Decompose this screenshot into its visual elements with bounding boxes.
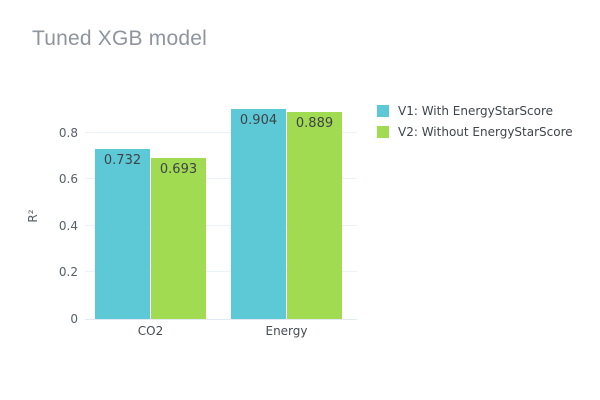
bar-value-label: 0.904 (239, 113, 278, 128)
plot-area: 0.732 0.904 0.693 0.889 (85, 98, 357, 320)
y-tick-0.2: 0.2 (58, 265, 78, 280)
bar-value-label: 0.693 (159, 162, 198, 177)
y-axis-title: R² (26, 209, 40, 223)
legend: V1: With EnergyStarScore V2: Without Ene… (377, 100, 573, 142)
y-tick-0: 0 (70, 312, 78, 326)
legend-swatch-v2 (377, 125, 389, 138)
x-tick-co2: CO2 (137, 324, 164, 338)
bar-v2-co2[interactable]: 0.693 (151, 158, 206, 319)
x-tick-energy: Energy (265, 324, 308, 338)
x-axis-line (85, 319, 357, 320)
bar-value-label: 0.889 (295, 116, 334, 131)
y-tick-0.6: 0.6 (58, 172, 78, 187)
legend-swatch-v1 (377, 104, 389, 117)
bar-v2-energy[interactable]: 0.889 (287, 112, 342, 319)
bar-v1-co2[interactable]: 0.732 (95, 149, 150, 319)
gridline-0.2 (85, 271, 357, 273)
gridline-0.6 (85, 178, 357, 180)
legend-item-v2[interactable]: V2: Without EnergyStarScore (377, 121, 573, 142)
y-tick-0.4: 0.4 (58, 218, 78, 233)
legend-label-v2: V2: Without EnergyStarScore (398, 124, 573, 139)
gridline-0.4 (85, 224, 357, 226)
bar-value-label: 0.732 (103, 153, 142, 168)
gridline-0.8 (85, 131, 357, 133)
bar-v1-energy[interactable]: 0.904 (231, 109, 286, 319)
chart-title: Tuned XGB model (32, 27, 207, 50)
y-tick-0.8: 0.8 (58, 125, 78, 140)
legend-label-v1: V1: With EnergyStarScore (398, 103, 553, 118)
legend-item-v1[interactable]: V1: With EnergyStarScore (377, 100, 573, 121)
